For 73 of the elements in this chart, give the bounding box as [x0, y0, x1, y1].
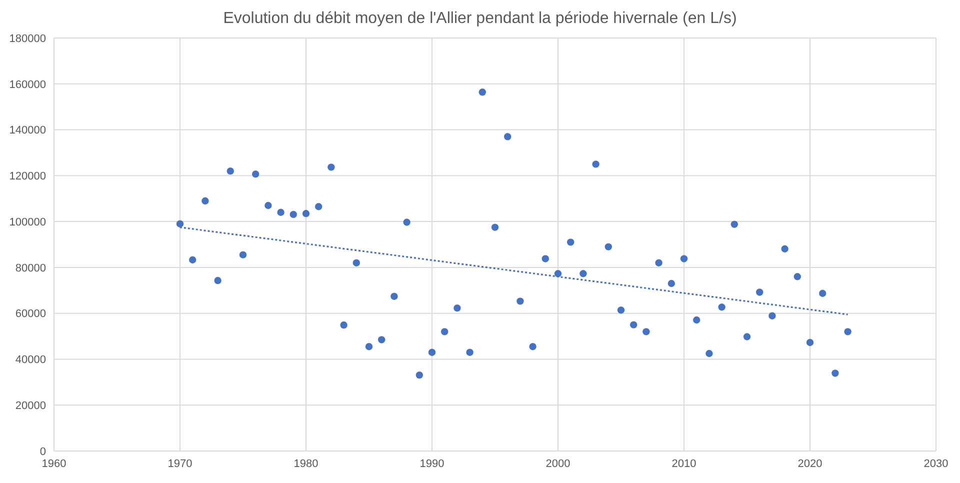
y-tick-label: 40000 — [15, 354, 46, 366]
point — [340, 321, 348, 329]
point — [365, 343, 373, 350]
point — [806, 338, 814, 346]
x-tick-label: 1960 — [42, 458, 66, 470]
y-tick-label: 80000 — [15, 262, 46, 274]
point — [718, 304, 726, 311]
point — [176, 220, 184, 228]
x-tick-label: 1990 — [420, 458, 444, 470]
point — [604, 243, 612, 250]
point — [819, 290, 826, 297]
point — [655, 259, 662, 266]
point — [794, 273, 801, 280]
point — [756, 288, 764, 296]
point — [390, 292, 398, 300]
point — [428, 348, 436, 356]
point — [642, 328, 650, 336]
point — [554, 270, 562, 278]
point — [202, 197, 209, 205]
point — [730, 220, 738, 228]
point — [529, 343, 536, 350]
y-tick-label: 180000 — [9, 32, 46, 45]
x-tick-label: 2020 — [798, 458, 822, 470]
point — [466, 348, 474, 356]
x-tick-label: 2030 — [924, 458, 948, 470]
x-tick-label: 1970 — [168, 458, 192, 470]
point — [441, 328, 448, 336]
point — [478, 88, 486, 96]
point — [252, 170, 260, 178]
y-tick-label: 160000 — [9, 78, 46, 91]
point — [454, 304, 461, 312]
point — [214, 276, 222, 284]
point — [491, 224, 499, 231]
point — [189, 256, 196, 264]
point — [781, 245, 788, 252]
point — [378, 336, 386, 344]
point — [580, 270, 587, 278]
point — [693, 316, 700, 324]
x-tick-label: 2010 — [672, 458, 696, 470]
point — [680, 255, 688, 262]
y-tick-label: 20000 — [15, 400, 46, 412]
point — [630, 321, 638, 328]
point — [542, 255, 549, 262]
point — [706, 350, 713, 358]
point — [328, 164, 335, 171]
point — [239, 251, 247, 258]
point — [844, 328, 852, 336]
y-tick-label: 140000 — [9, 124, 46, 137]
point — [315, 203, 322, 210]
y-tick-label: 100000 — [9, 216, 46, 228]
point — [504, 133, 512, 140]
chart-title: Evolution du débit moyen de l'Allier pendant la période hivernale (en L/s) — [222, 9, 738, 29]
point — [743, 333, 751, 340]
point — [290, 210, 297, 218]
y-tick-label: 120000 — [9, 170, 46, 183]
point — [277, 208, 284, 216]
point — [226, 167, 234, 175]
x-tick-label: 2000 — [546, 458, 570, 470]
point — [567, 238, 574, 246]
point — [768, 312, 776, 320]
point — [352, 259, 360, 266]
point — [617, 306, 625, 314]
point — [302, 210, 310, 218]
y-tick-label: 0 — [40, 446, 46, 458]
point — [668, 280, 675, 288]
point — [264, 202, 272, 210]
point — [832, 370, 839, 377]
point — [592, 160, 600, 168]
point — [516, 298, 524, 305]
point — [416, 371, 423, 379]
point — [403, 218, 410, 226]
y-tick-label: 60000 — [15, 308, 46, 320]
x-tick-label: 1980 — [294, 458, 318, 470]
